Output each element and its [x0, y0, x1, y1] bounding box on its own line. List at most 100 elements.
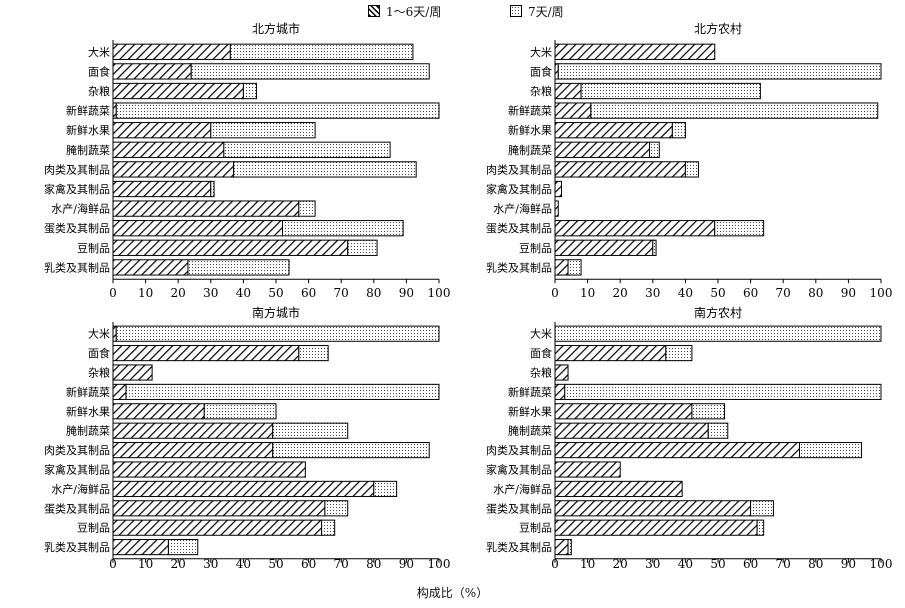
- panel3-bar-hatched-12: [112, 539, 169, 556]
- legend-swatch-hatched: [368, 5, 380, 17]
- panel3-bar-hatched-4: [112, 383, 127, 400]
- panel2-x-tick-label-100: 100: [870, 286, 893, 300]
- panel4-x-tick-label-30: 30: [645, 557, 660, 571]
- panel3-category-label-1: 大米: [88, 327, 110, 341]
- panel3-category-label-12: 乳类及其制品: [44, 540, 110, 554]
- panel3-bar-hatched-8: [112, 461, 306, 478]
- panel4-title: 南方农村: [694, 305, 742, 320]
- panel2-x-tick-label-50: 50: [710, 286, 725, 300]
- panel2-bar-hatched-4: [554, 102, 592, 119]
- panel4-x-tick-label-90: 90: [841, 557, 856, 571]
- panel1-bar-hatched-6: [112, 141, 225, 158]
- panel2-category-label-5: 新鲜水果: [508, 123, 552, 137]
- panel4-category-label-2: 面食: [530, 346, 552, 360]
- panel2-x-tick-label-80: 80: [808, 286, 823, 300]
- panel3-category-label-5: 新鲜水果: [66, 404, 110, 418]
- panel3-category-label-6: 腌制蔬菜: [66, 424, 110, 438]
- panel4-bar-hatched-5: [554, 403, 693, 420]
- panel1-x-tick-label-70: 70: [334, 286, 349, 300]
- panel2-bar-dotted-4: [590, 102, 879, 119]
- panel1-bar-hatched-3: [112, 82, 244, 100]
- panel1-bar-dotted-1: [229, 43, 414, 60]
- panel4-bar-hatched-12: [554, 539, 569, 556]
- panel4-category-label-5: 新鲜水果: [508, 404, 552, 418]
- panel3-x-tick-label-50: 50: [268, 557, 283, 571]
- panel3-bar-hatched-6: [112, 422, 274, 439]
- panel1-category-label-5: 新鲜水果: [66, 123, 110, 137]
- panel3-category-label-2: 面食: [88, 346, 110, 360]
- panel1-bar-hatched-9: [112, 200, 300, 217]
- panel2-bar-hatched-11: [554, 239, 654, 256]
- panel1-bar-dotted-3: [242, 82, 257, 100]
- x-axis-title: 构成比（%）: [416, 586, 489, 600]
- panel2-bar-hatched-12: [554, 259, 569, 276]
- panel4-category-label-12: 乳类及其制品: [486, 540, 552, 554]
- panel1-x-tick-label-90: 90: [399, 286, 414, 300]
- panel2-bar-hatched-3: [554, 82, 582, 100]
- panel1-bar-dotted-6: [223, 141, 391, 158]
- panel3-category-label-3: 杂粮: [88, 366, 110, 380]
- panel4-bar-dotted-12: [567, 539, 572, 556]
- panel1-bar-dotted-5: [210, 122, 316, 139]
- panel3-bar-hatched-11: [112, 519, 323, 536]
- panel2-category-label-2: 面食: [530, 64, 552, 78]
- panel1-x-tick-label-0: 0: [109, 286, 117, 300]
- panel1-x-tick-label-50: 50: [268, 286, 283, 300]
- panel2-category-label-4: 新鲜蔬菜: [508, 104, 552, 118]
- panel2-x-tick-label-20: 20: [613, 286, 628, 300]
- panel1-x-tick-label-60: 60: [301, 286, 316, 300]
- panel2-bar-dotted-3: [580, 82, 761, 100]
- panel4-category-label-9: 水产/海鲜品: [493, 482, 552, 496]
- panel3-bar-dotted-4: [125, 383, 440, 400]
- panel1-bar-hatched-11: [112, 239, 349, 256]
- panel2-category-label-1: 大米: [530, 45, 552, 59]
- panel1-bar-hatched-1: [112, 43, 231, 60]
- panel2-title: 北方农村: [694, 21, 742, 36]
- panel4-bar-dotted-10: [750, 500, 774, 517]
- panel4-bar-hatched-4: [554, 383, 566, 400]
- panel2-x-tick-label-70: 70: [776, 286, 791, 300]
- legend-label-series2: 7天/周: [528, 4, 564, 19]
- panel1-bar-dotted-10: [282, 220, 404, 237]
- panel4-x-tick-label-40: 40: [678, 557, 693, 571]
- panel1-category-label-11: 豆制品: [77, 242, 110, 255]
- panel3-bar-dotted-10: [324, 500, 349, 517]
- panel1-bar-dotted-8: [210, 180, 215, 198]
- panel1-bar-dotted-4: [115, 102, 440, 119]
- panel1-bar-dotted-7: [233, 161, 417, 178]
- panel2-bar-dotted-10: [714, 220, 765, 237]
- panel4-bar-dotted-11: [756, 519, 765, 536]
- panel3-x-tick-label-70: 70: [334, 557, 349, 571]
- legend-swatch-dotted: [510, 5, 522, 17]
- panel4-x-tick-label-10: 10: [580, 557, 595, 571]
- panel3-bar-dotted-1: [115, 325, 440, 342]
- panel2-x-tick-label-60: 60: [743, 286, 758, 300]
- panel1-category-label-4: 新鲜蔬菜: [66, 104, 110, 118]
- panel1-x-tick-label-30: 30: [203, 286, 218, 300]
- panel1-x-tick-label-20: 20: [171, 286, 186, 300]
- panel4-bar-dotted-7: [799, 442, 862, 459]
- panel4-bar-dotted-6: [707, 422, 729, 439]
- panel4-x-tick-label-20: 20: [613, 557, 628, 571]
- panel3-bar-dotted-2: [298, 345, 329, 362]
- panel2-bar-dotted-5: [671, 122, 686, 139]
- panel2-x-tick-label-30: 30: [645, 286, 660, 300]
- panel4-x-tick-label-50: 50: [710, 557, 725, 571]
- panel1-category-label-1: 大米: [88, 45, 110, 59]
- panel3-category-label-8: 家禽及其制品: [44, 463, 110, 477]
- panel3-x-tick-label-30: 30: [203, 557, 218, 571]
- panel4-bar-hatched-9: [554, 480, 683, 497]
- panel3-x-tick-label-90: 90: [399, 557, 414, 571]
- panel1-x-tick-label-100: 100: [428, 286, 451, 300]
- panel1-bar-hatched-5: [112, 122, 212, 139]
- panel4-bar-hatched-8: [554, 461, 621, 478]
- panel2-category-label-10: 蛋类及其制品: [486, 221, 552, 235]
- panel1-bar-hatched-10: [112, 220, 284, 237]
- legend-item-series1: 1～6天/周: [368, 2, 441, 20]
- panel4-category-label-7: 肉类及其制品: [486, 443, 552, 457]
- panel2-x-tick-label-40: 40: [678, 286, 693, 300]
- panel1-bar-hatched-2: [112, 63, 192, 80]
- panel3-bar-dotted-9: [373, 480, 398, 497]
- panel1-category-label-6: 腌制蔬菜: [66, 143, 110, 157]
- panel1-bar-hatched-12: [112, 259, 189, 276]
